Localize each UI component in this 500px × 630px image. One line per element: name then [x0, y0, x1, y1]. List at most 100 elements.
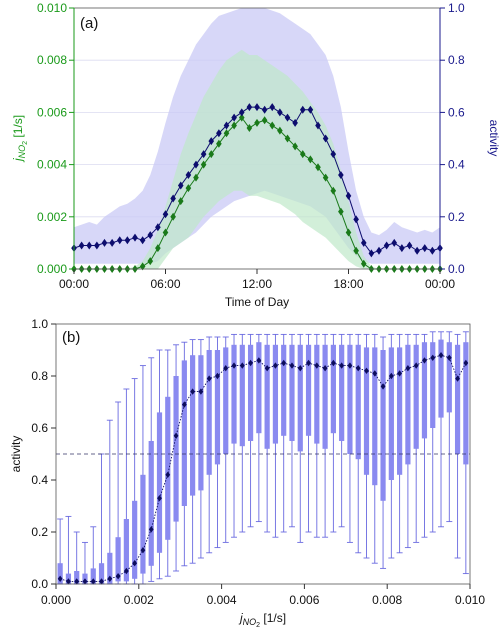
b-x-tick-label: 0.010	[455, 593, 485, 607]
b-x-axis-title-unit: [1/s]	[260, 611, 286, 625]
b-box	[413, 344, 419, 449]
a-activity-point	[414, 246, 420, 255]
b-box	[297, 344, 303, 452]
a-activity-point	[299, 105, 306, 114]
b-median-point	[82, 578, 88, 585]
b-box	[198, 355, 204, 491]
b-box	[165, 396, 171, 540]
a-jno2-point	[269, 121, 276, 130]
a-jno2-point	[322, 173, 329, 182]
a-activity-point	[261, 105, 268, 114]
b-median-point	[289, 362, 295, 369]
a-jno2-point	[292, 142, 298, 151]
a-activity-point	[406, 241, 413, 250]
b-box	[239, 344, 245, 447]
a-jno2-point	[284, 134, 291, 143]
b-y-tick-label: 0.8	[31, 369, 48, 383]
a-right-tick-label: 0.4	[448, 158, 465, 172]
b-box	[190, 355, 196, 496]
b-box	[115, 537, 121, 582]
b-median-point	[90, 578, 96, 585]
b-median-point	[206, 375, 212, 382]
a-activity-point	[307, 105, 314, 114]
a-x-tick-label: 06:00	[150, 277, 180, 291]
a-x-tick-label: 00:00	[59, 277, 89, 291]
a-activity-point	[330, 150, 337, 159]
b-median-point	[347, 362, 353, 369]
a-right-tick-label: 0.0	[448, 262, 465, 276]
a-jno2-point	[338, 207, 344, 216]
a-activity-point	[132, 233, 138, 242]
panel-b-label: (b)	[62, 329, 80, 346]
b-median-point	[57, 575, 63, 582]
b-median-point	[322, 365, 328, 372]
panel-a-label: (a)	[80, 15, 98, 32]
b-box	[372, 347, 378, 486]
a-jno2-point	[193, 173, 199, 182]
b-median-point	[422, 357, 427, 364]
b-box	[347, 344, 353, 454]
b-median-point	[372, 370, 378, 377]
a-jno2-point	[261, 116, 268, 125]
a-jno2-point	[200, 160, 207, 169]
b-box	[264, 344, 270, 449]
b-box	[107, 552, 113, 584]
a-activity-point	[177, 181, 184, 190]
b-median-point	[107, 575, 113, 582]
b-median-point	[339, 362, 345, 369]
b-box	[173, 376, 179, 522]
a-activity-point	[78, 241, 85, 250]
a-left-tick-label: 0.008	[37, 53, 67, 67]
b-box	[380, 350, 386, 501]
a-jno2-point	[231, 121, 237, 130]
b-median-point	[148, 526, 154, 533]
b-median-point	[231, 362, 237, 369]
a-activity-point	[338, 171, 344, 180]
a-jno2-point	[246, 124, 253, 133]
a-activity-point	[368, 249, 375, 258]
a-activity-point	[170, 194, 176, 203]
panel-a: 0.000 0.002 0.004 0.006 0.008 0.010 0.0 0.2 0.4…	[11, 1, 500, 309]
a-activity-point	[391, 238, 398, 247]
b-median-point	[140, 547, 146, 554]
b-median-point	[314, 362, 320, 369]
b-y-tick-label: 0.2	[31, 525, 48, 539]
b-median-point	[463, 359, 469, 367]
a-left-axis-title: jNO2 [1/s]	[11, 115, 29, 163]
b-box	[388, 347, 394, 480]
b-median-point	[215, 372, 220, 380]
b-median-point	[364, 367, 369, 374]
a-activity-point	[376, 246, 382, 255]
b-median-point	[438, 352, 444, 359]
b-median-point	[330, 359, 336, 367]
b-y-tick-label: 1.0	[31, 317, 48, 331]
b-box	[397, 347, 403, 475]
b-median-point	[165, 471, 171, 478]
a-left-tick-label: 0.010	[37, 1, 67, 15]
a-left-axis-title-main: j	[11, 158, 25, 163]
b-box	[339, 344, 345, 441]
b-box	[289, 344, 295, 441]
a-bands	[74, 8, 440, 270]
b-x-axis-title-main: j	[238, 611, 243, 625]
a-activity-point	[277, 108, 283, 117]
b-box	[446, 342, 452, 413]
a-jno2-point	[254, 118, 260, 127]
b-median-point	[181, 401, 187, 408]
a-jno2-point	[147, 257, 154, 266]
a-activity-point	[109, 238, 115, 247]
b-y-tick-label: 0.6	[31, 421, 48, 435]
a-left-axis-title-sub: NO	[17, 145, 27, 159]
a-left-axis-title-subsub: 2	[22, 141, 29, 145]
b-x-axis-title-sub: NO	[243, 617, 257, 627]
a-activity-point	[162, 210, 169, 219]
a-jno2-point	[315, 163, 321, 172]
b-box	[140, 474, 146, 574]
a-x-tick-label: 18:00	[333, 277, 363, 291]
b-box	[438, 339, 444, 418]
b-median-point	[74, 578, 80, 585]
a-activity-point	[200, 150, 207, 159]
a-right-tick-label: 0.6	[448, 105, 465, 119]
b-median-point	[256, 357, 262, 364]
b-median-point	[239, 362, 245, 369]
